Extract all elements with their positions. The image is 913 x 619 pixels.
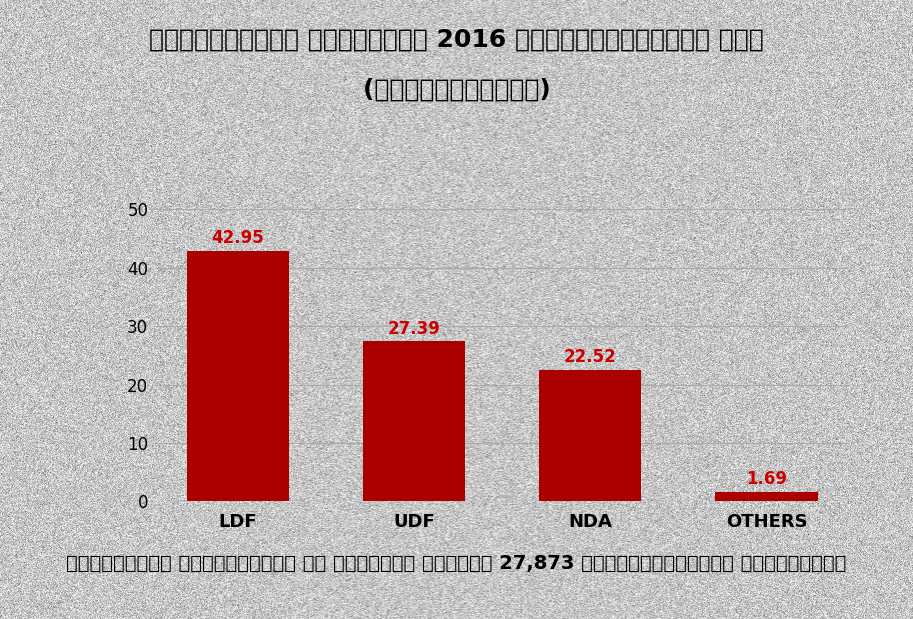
Bar — [187, 251, 289, 501]
Text: എല്ഡിയെഫ് സ്ഥാനാര്‍ധി കെ പ്രദീപ് കുമാര്‍ 27,873 വോട്ടുകള്‍ക്ക് വിജയിച്ചു: എല്ഡിയെഫ് സ്ഥാനാര്‍ധി കെ പ്രദീപ് കുമാര്‍… — [67, 554, 846, 573]
Bar — [363, 342, 465, 501]
Text: 1.69: 1.69 — [746, 470, 787, 488]
Bar — [716, 491, 817, 501]
Text: കോഴിക്കോട് നോര്‍ത്ത് 2016 തെരഞ്ഞെടുപ്പ് ഫലം: കോഴിക്കോട് നോര്‍ത്ത് 2016 തെരഞ്ഞെടുപ്പ് … — [149, 28, 764, 52]
Text: 22.52: 22.52 — [564, 348, 616, 366]
Text: 27.39: 27.39 — [388, 320, 440, 338]
Text: 42.95: 42.95 — [212, 229, 264, 247]
Bar — [540, 370, 641, 501]
Text: (ശതമാനത്തില്‍): (ശതമാനത്തില്‍) — [362, 77, 551, 102]
